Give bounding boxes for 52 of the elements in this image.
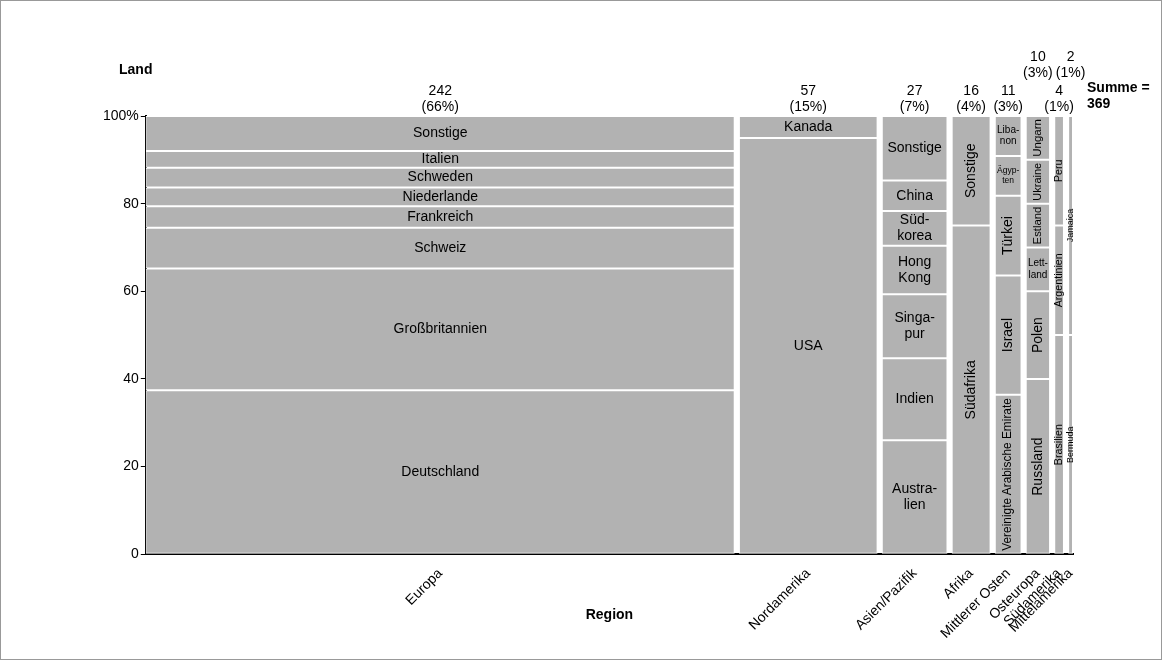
data-label: Lett- land: [1027, 257, 1048, 280]
y-tick-label: 40: [123, 369, 140, 386]
data-label: Sonstige: [887, 139, 943, 156]
data-label: Liba- non: [997, 123, 1020, 147]
data-label: USA: [793, 336, 824, 353]
data-label: Kanada: [784, 117, 833, 134]
data-label: Frankreich: [407, 207, 474, 224]
data-label: Jamaica: [1065, 208, 1076, 243]
data-label: Polen: [1028, 317, 1045, 354]
y-tick-label: 100%: [102, 106, 139, 123]
data-label: Schweden: [407, 168, 473, 185]
data-label: Vereinigte Arabische Emirate: [1000, 397, 1015, 551]
data-label: Singa- pur: [894, 309, 936, 342]
data-label: Peru: [1052, 159, 1065, 183]
data-label: Russland: [1028, 437, 1045, 496]
y-tick-label: 80: [123, 194, 140, 211]
data-label: Israel: [999, 317, 1016, 353]
data-label: Italien: [421, 150, 459, 167]
data-label: Argentinien: [1052, 253, 1065, 308]
total-label: 4 (1%): [1044, 82, 1074, 114]
data-label: Hong Kong: [897, 252, 932, 285]
data-label: Sonstige: [961, 143, 978, 199]
total-label: 27 (7%): [899, 82, 930, 114]
data-label: Niederlande: [402, 187, 479, 204]
data-label: Großbritannien: [393, 320, 487, 337]
data-label: Südafrika: [961, 360, 978, 420]
y-tick-label: 0: [131, 545, 140, 562]
x-axis-title: Region: [585, 606, 634, 622]
total-label: 10 (3%): [1023, 48, 1053, 80]
data-label: Austra- lien: [892, 480, 938, 513]
total-label: 242 (66%): [421, 82, 459, 114]
data-label: Indien: [895, 390, 934, 407]
y-tick-label: 60: [123, 282, 140, 299]
data-label: Schweiz: [414, 238, 467, 255]
total-label: 2 (1%): [1055, 48, 1086, 80]
data-label: Ägyp- ten: [997, 165, 1020, 186]
data-label: Ukraine: [1030, 162, 1043, 201]
text: Summe = 369: [1087, 79, 1150, 111]
data-label: Estland: [1031, 206, 1043, 245]
data-label: Brasilien: [1052, 424, 1065, 466]
total-label: 11 (3%): [993, 82, 1023, 114]
data-label: Deutschland: [401, 463, 480, 480]
total-label: 16 (4%): [956, 82, 986, 114]
total-label: 57 (15%): [789, 82, 827, 114]
y-tick-label: 20: [123, 457, 140, 474]
data-label: Sonstige: [413, 124, 468, 141]
data-label: Türkei: [999, 216, 1016, 256]
data-label: Bermuda: [1065, 426, 1076, 463]
data-label: Ungarn: [1031, 119, 1044, 157]
data-label: China: [896, 186, 934, 203]
data-label: Süd- korea: [897, 211, 933, 244]
y-axis-title: Land: [119, 61, 153, 77]
